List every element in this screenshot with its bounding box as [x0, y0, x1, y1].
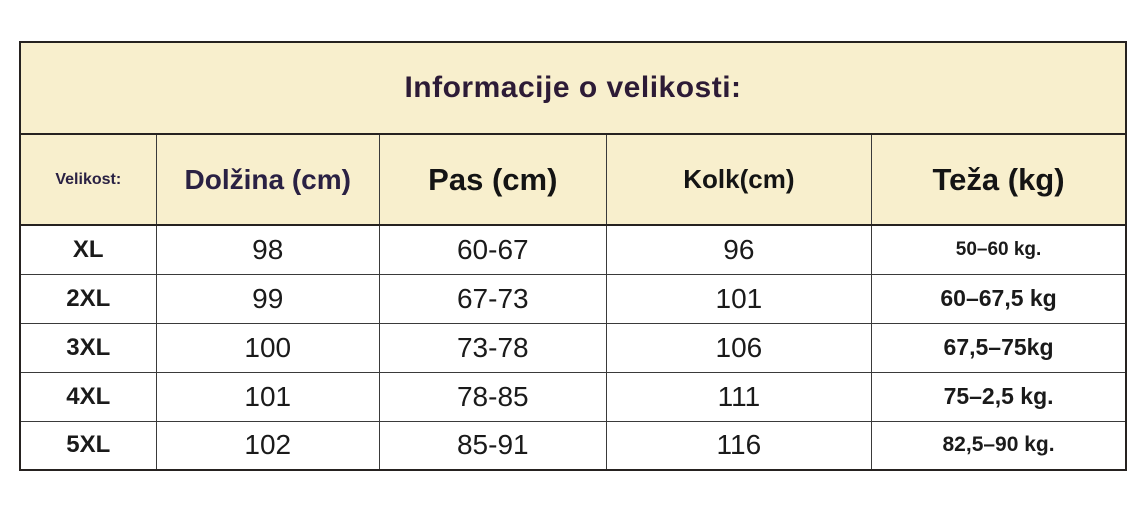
cell-kolk: 111 [605, 371, 873, 422]
table-row: 3XL 100 73-78 106 67,5–75kg [19, 322, 1127, 373]
cell-dolzina: 100 [155, 322, 380, 373]
cell-pas: 60-67 [378, 224, 607, 275]
cell-size: 4XL [19, 371, 157, 422]
table-title-row: Informacije o velikosti: [19, 41, 1127, 135]
cell-dolzina: 102 [155, 420, 380, 471]
table-row: 2XL 99 67-73 101 60–67,5 kg [19, 273, 1127, 324]
column-header-velikost: Velikost: [19, 133, 157, 226]
table-title: Informacije o velikosti: [19, 41, 1127, 135]
cell-teza: 75–2,5 kg. [871, 371, 1127, 422]
cell-teza: 67,5–75kg [871, 322, 1127, 373]
cell-kolk: 96 [605, 224, 873, 275]
cell-size: 5XL [19, 420, 157, 471]
table-row: 4XL 101 78-85 111 75–2,5 kg. [19, 371, 1127, 422]
cell-size: XL [19, 224, 157, 275]
cell-teza: 60–67,5 kg [871, 273, 1127, 324]
cell-pas: 85-91 [378, 420, 607, 471]
table-row: 5XL 102 85-91 116 82,5–90 kg. [19, 420, 1127, 471]
cell-size: 3XL [19, 322, 157, 373]
cell-kolk: 106 [605, 322, 873, 373]
cell-dolzina: 98 [155, 224, 380, 275]
cell-teza: 82,5–90 kg. [871, 420, 1127, 471]
column-header-kolk: Kolk(cm) [605, 133, 873, 226]
cell-pas: 78-85 [378, 371, 607, 422]
size-table-container: Informacije o velikosti: Velikost: Dolži… [19, 41, 1127, 471]
cell-kolk: 101 [605, 273, 873, 324]
column-header-dolzina: Dolžina (cm) [155, 133, 380, 226]
column-header-pas: Pas (cm) [378, 133, 607, 226]
column-header-teza: Teža (kg) [871, 133, 1127, 226]
cell-size: 2XL [19, 273, 157, 324]
size-table: Informacije o velikosti: Velikost: Dolži… [19, 41, 1127, 471]
cell-kolk: 116 [605, 420, 873, 471]
table-header-row: Velikost: Dolžina (cm) Pas (cm) Kolk(cm)… [19, 133, 1127, 226]
table-row: XL 98 60-67 96 50–60 kg. [19, 224, 1127, 275]
cell-dolzina: 99 [155, 273, 380, 324]
cell-pas: 73-78 [378, 322, 607, 373]
cell-dolzina: 101 [155, 371, 380, 422]
cell-teza: 50–60 kg. [871, 224, 1127, 275]
cell-pas: 67-73 [378, 273, 607, 324]
